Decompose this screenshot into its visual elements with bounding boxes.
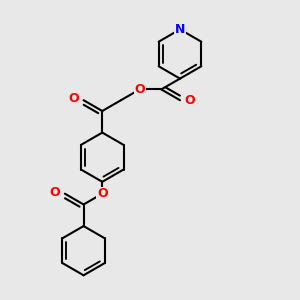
Text: O: O: [68, 92, 79, 105]
Text: N: N: [175, 23, 185, 36]
Text: O: O: [184, 94, 195, 107]
Text: O: O: [97, 187, 108, 200]
Text: O: O: [50, 186, 60, 199]
Text: O: O: [134, 83, 145, 96]
